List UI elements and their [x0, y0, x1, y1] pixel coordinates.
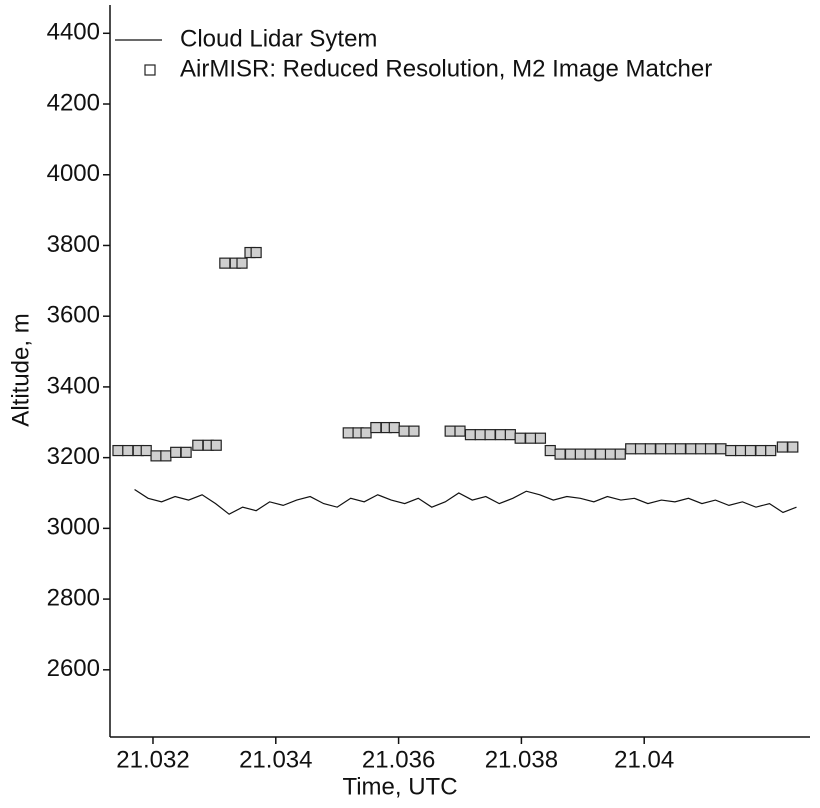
square-marker — [765, 444, 777, 457]
square-marker — [644, 443, 656, 455]
square-marker — [614, 448, 626, 460]
square-marker — [755, 444, 767, 457]
square-marker — [170, 446, 182, 458]
square-marker — [715, 443, 727, 455]
x-tick-label: 21.032 — [116, 746, 189, 773]
square-marker — [665, 443, 677, 455]
square-marker — [454, 425, 466, 437]
lidar-line — [134, 488, 797, 515]
x-tick-label: 21.04 — [614, 746, 674, 773]
square-marker — [504, 429, 516, 441]
square-marker — [160, 450, 172, 462]
square-marker — [787, 441, 799, 453]
legend-square — [144, 64, 156, 76]
x-tick-label: 21.036 — [362, 746, 435, 773]
square-marker — [210, 439, 222, 451]
square-marker — [180, 446, 192, 458]
square-marker — [604, 448, 617, 460]
square-marker — [744, 444, 757, 457]
square-marker — [725, 444, 737, 457]
square-marker — [704, 443, 717, 455]
square-marker — [685, 443, 697, 455]
square-marker — [360, 427, 372, 439]
square-marker — [554, 448, 566, 460]
square-marker — [674, 443, 687, 455]
y-tick-label: 4400 — [47, 19, 100, 46]
square-marker — [525, 432, 537, 444]
square-marker — [398, 425, 410, 437]
square-marker — [122, 444, 134, 457]
square-marker — [544, 444, 556, 457]
legend-label: AirMISR: Reduced Resolution, M2 Image Ma… — [180, 55, 712, 82]
square-marker — [655, 443, 667, 455]
legend-label: Cloud Lidar Sytem — [180, 25, 377, 52]
square-marker — [150, 450, 162, 462]
square-marker — [112, 444, 124, 457]
y-tick-label: 2600 — [47, 655, 100, 682]
y-tick-label: 3800 — [47, 231, 100, 258]
square-marker — [595, 448, 607, 460]
square-marker — [735, 444, 747, 457]
y-tick-label: 4000 — [47, 160, 100, 187]
square-marker — [474, 429, 486, 441]
y-tick-label: 3600 — [47, 302, 100, 329]
square-marker — [574, 448, 586, 460]
square-marker — [444, 425, 456, 437]
y-tick-label: 3200 — [47, 443, 100, 470]
square-marker — [388, 421, 400, 434]
x-axis-label: Time, UTC — [342, 773, 457, 800]
square-marker — [534, 432, 547, 444]
x-tick-label: 21.038 — [485, 746, 558, 773]
square-marker — [250, 246, 262, 259]
square-marker — [494, 429, 507, 441]
square-marker — [464, 429, 477, 441]
square-marker — [564, 448, 577, 460]
y-tick-label: 4200 — [47, 89, 100, 116]
square-marker — [342, 427, 354, 439]
y-tick-label: 2800 — [47, 584, 100, 611]
square-marker — [634, 443, 647, 455]
square-marker — [625, 443, 637, 455]
square-marker — [408, 425, 420, 437]
y-tick-label: 3000 — [47, 514, 100, 541]
square-marker — [236, 257, 248, 269]
square-marker — [584, 448, 596, 460]
square-marker — [192, 439, 204, 451]
square-marker — [514, 432, 526, 444]
square-marker — [484, 429, 496, 441]
square-marker — [695, 443, 707, 455]
x-tick-label: 21.034 — [239, 746, 312, 773]
square-marker — [219, 257, 231, 269]
y-tick-label: 3400 — [47, 372, 100, 399]
square-marker — [776, 441, 788, 453]
y-axis-label: Altitude, m — [7, 313, 34, 426]
square-marker — [370, 421, 382, 434]
square-marker — [140, 444, 152, 457]
